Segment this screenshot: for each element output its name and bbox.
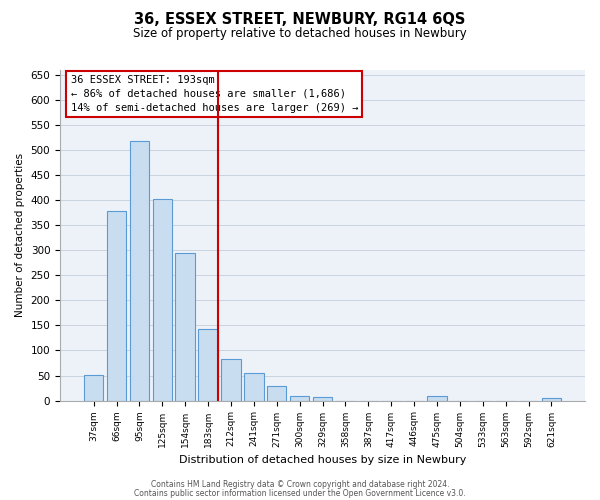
X-axis label: Distribution of detached houses by size in Newbury: Distribution of detached houses by size … [179,455,466,465]
Bar [175,253,195,400]
Text: Contains public sector information licensed under the Open Government Licence v3: Contains public sector information licen… [134,488,466,498]
Text: Contains HM Land Registry data © Crown copyright and database right 2024.: Contains HM Land Registry data © Crown c… [151,480,449,489]
Bar [244,373,263,400]
Text: 36, ESSEX STREET, NEWBURY, RG14 6QS: 36, ESSEX STREET, NEWBURY, RG14 6QS [134,12,466,28]
Bar [107,211,126,400]
Bar [542,398,561,400]
Bar [290,396,310,400]
Bar [427,396,446,400]
Bar [199,329,218,400]
Bar [130,140,149,400]
Text: Size of property relative to detached houses in Newbury: Size of property relative to detached ho… [133,28,467,40]
Bar [84,374,103,400]
Bar [152,198,172,400]
Text: 36 ESSEX STREET: 193sqm
← 86% of detached houses are smaller (1,686)
14% of semi: 36 ESSEX STREET: 193sqm ← 86% of detache… [71,75,358,113]
Bar [267,386,286,400]
Bar [221,360,241,401]
Y-axis label: Number of detached properties: Number of detached properties [15,153,25,318]
Bar [313,396,332,400]
